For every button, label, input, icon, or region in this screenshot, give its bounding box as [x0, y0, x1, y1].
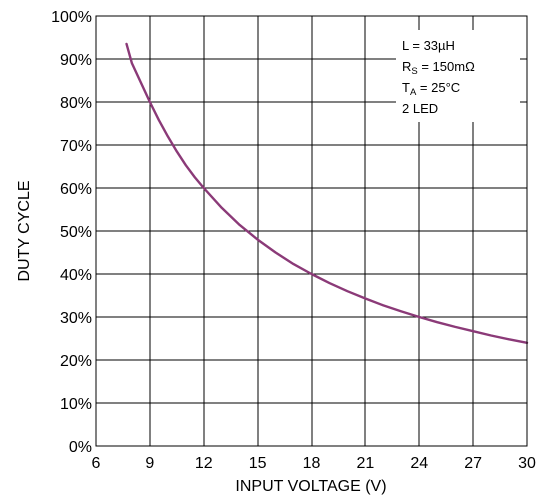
x-tick-label: 6: [92, 455, 101, 472]
x-tick-label: 21: [356, 455, 374, 472]
plot-frame: [95, 15, 528, 447]
y-tick-label: 40%: [60, 267, 92, 284]
y-tick-label: 70%: [60, 138, 92, 155]
x-tick-label: 18: [303, 455, 321, 472]
series-line: [125, 42, 529, 344]
annotation-line-3: TA = 25°C: [402, 80, 460, 98]
y-tick-label: 80%: [60, 95, 92, 112]
annotation-line-1: L = 33µH: [402, 38, 455, 53]
y-tick-label: 90%: [60, 52, 92, 69]
x-tick-label: 24: [410, 455, 428, 472]
y-tick-label: 30%: [60, 310, 92, 327]
y-tick-label: 20%: [60, 353, 92, 370]
x-tick-label: 27: [464, 455, 482, 472]
x-tick-label: 9: [145, 455, 154, 472]
y-tick-label: 50%: [60, 224, 92, 241]
series-layer: [125, 42, 529, 344]
y-axis-title: DUTY CYCLE: [16, 180, 33, 281]
annotation-background: [396, 30, 520, 122]
x-tick-label: 12: [195, 455, 213, 472]
annotation-box: L = 33µH RS = 150mΩ TA = 25°C 2 LED: [396, 30, 520, 122]
annotation-line-4: 2 LED: [402, 101, 438, 116]
y-tick-label: 10%: [60, 396, 92, 413]
x-tick-label: 30: [518, 455, 536, 472]
y-tick-label: 60%: [60, 181, 92, 198]
x-tick-label: 15: [249, 455, 267, 472]
x-axis-title: INPUT VOLTAGE (V): [235, 478, 386, 495]
tick-labels: 6 9 12 15 18 21 24 27 30 0% 10% 20% 30% 40% 50% 60% 70% 8…: [51, 9, 536, 472]
annotation-line-2: RS = 150mΩ: [402, 59, 475, 77]
y-tick-label: 0%: [69, 439, 92, 456]
y-tick-label: 100%: [51, 9, 92, 26]
